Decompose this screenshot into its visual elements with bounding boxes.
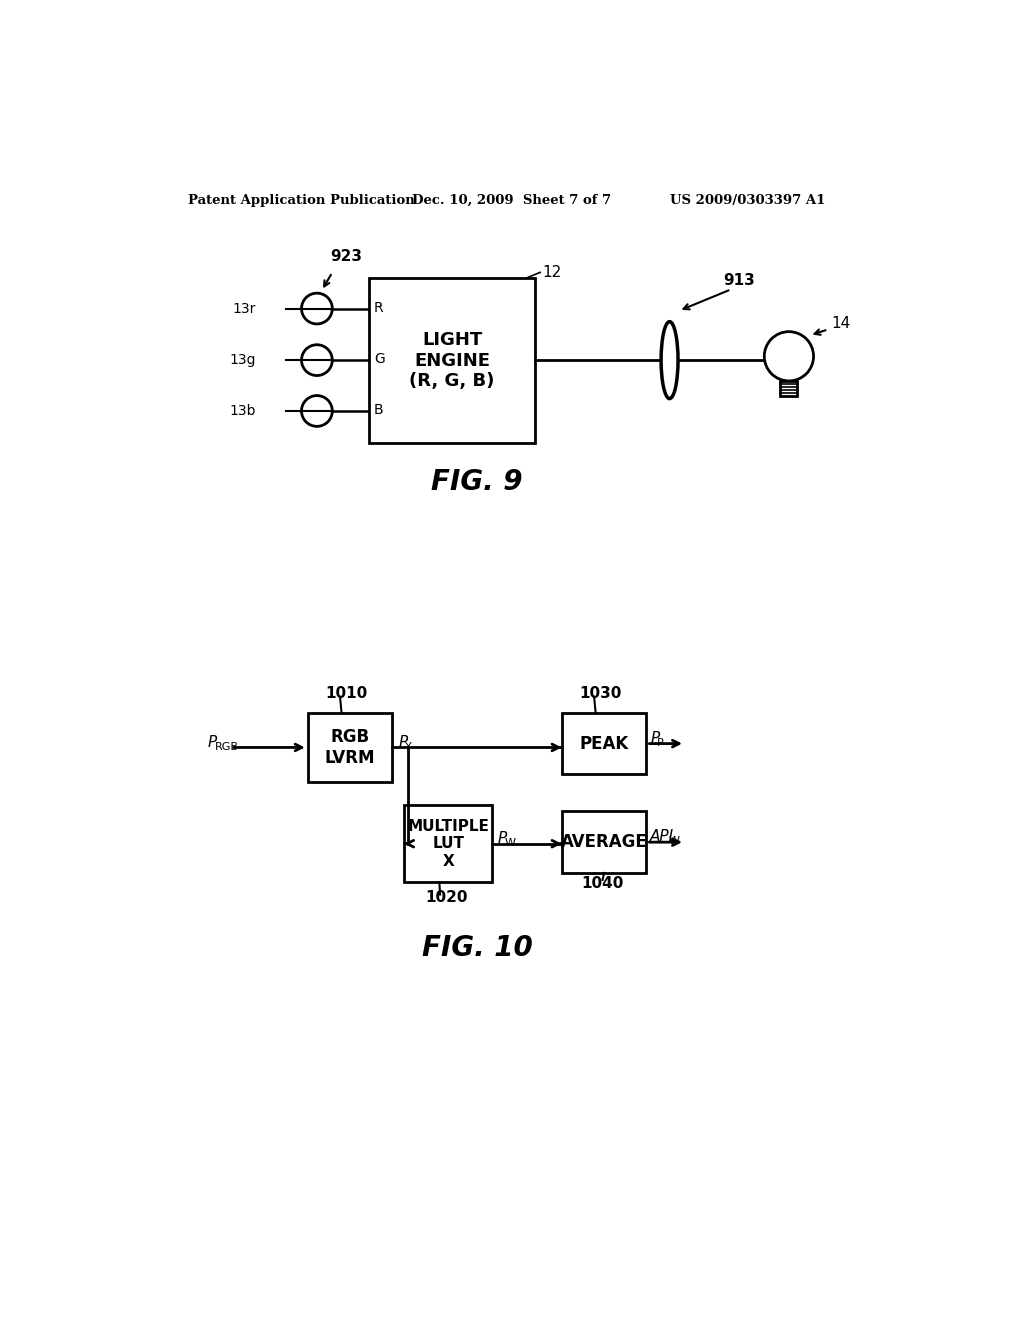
Text: FIG. 9: FIG. 9 — [431, 467, 523, 496]
Text: 1040: 1040 — [582, 876, 624, 891]
Text: R: R — [374, 301, 384, 314]
Circle shape — [301, 396, 333, 426]
Text: PEAK: PEAK — [580, 735, 629, 752]
Text: 14: 14 — [831, 317, 851, 331]
Bar — [370, 277, 535, 444]
Bar — [307, 713, 392, 781]
Text: 1020: 1020 — [425, 890, 468, 906]
Bar — [403, 805, 493, 882]
Circle shape — [301, 293, 333, 323]
Text: RGB: RGB — [214, 742, 239, 751]
Text: P: P — [208, 734, 217, 750]
Text: Y: Y — [406, 742, 413, 751]
Text: G: G — [374, 352, 385, 367]
Text: US 2009/0303397 A1: US 2009/0303397 A1 — [670, 194, 825, 207]
Bar — [562, 713, 646, 775]
Text: W: W — [505, 838, 516, 847]
Text: LIGHT
ENGINE
(R, G, B): LIGHT ENGINE (R, G, B) — [410, 331, 495, 391]
Text: 913: 913 — [723, 272, 755, 288]
Text: 13g: 13g — [229, 354, 256, 367]
Text: FIG. 10: FIG. 10 — [422, 933, 532, 962]
Text: 12: 12 — [543, 265, 562, 280]
Bar — [780, 381, 798, 396]
Text: Dec. 10, 2009  Sheet 7 of 7: Dec. 10, 2009 Sheet 7 of 7 — [412, 194, 610, 207]
Text: MULTIPLE
LUT
X: MULTIPLE LUT X — [408, 818, 489, 869]
Text: P: P — [650, 731, 659, 746]
Ellipse shape — [662, 322, 678, 399]
Text: AVERAGE: AVERAGE — [561, 833, 647, 851]
Bar — [562, 812, 646, 873]
Text: 1010: 1010 — [325, 686, 368, 701]
Text: 923: 923 — [330, 249, 362, 264]
Text: P: P — [498, 830, 507, 846]
Text: P: P — [398, 734, 408, 750]
Text: 13r: 13r — [232, 301, 256, 315]
Text: 13b: 13b — [229, 404, 256, 418]
Circle shape — [301, 345, 333, 376]
Text: P: P — [657, 738, 664, 748]
Text: APL: APL — [650, 829, 679, 845]
Text: RGB
LVRM: RGB LVRM — [325, 729, 375, 767]
Text: W: W — [669, 837, 680, 846]
Text: Patent Application Publication: Patent Application Publication — [188, 194, 415, 207]
Text: 1030: 1030 — [580, 686, 622, 701]
Text: B: B — [374, 403, 384, 417]
Circle shape — [764, 331, 813, 381]
